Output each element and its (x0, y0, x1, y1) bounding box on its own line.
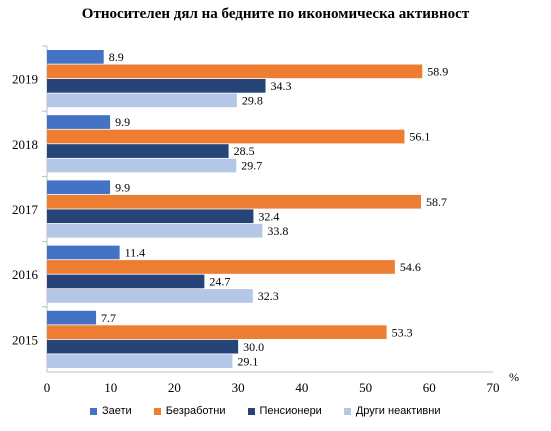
data-label: 24.7 (209, 275, 230, 289)
x-tick-label: 10 (104, 380, 117, 395)
bar (47, 64, 423, 79)
bar (47, 129, 405, 144)
data-label: 8.9 (109, 50, 124, 64)
bar (47, 339, 239, 354)
bar (47, 144, 229, 158)
bar (47, 194, 422, 209)
data-label: 58.7 (426, 195, 447, 209)
bar (47, 289, 253, 303)
legend-swatch-unemployed (153, 407, 161, 415)
legend-swatch-employed (90, 407, 97, 415)
y-tick-label: 2015 (12, 332, 38, 347)
bar (47, 93, 237, 108)
data-label: 9.9 (115, 115, 130, 129)
bar (47, 274, 205, 289)
bar (47, 79, 266, 93)
legend-label-pensioners: Пенсионери (259, 405, 322, 417)
bar (47, 354, 233, 368)
x-tick-label: 70 (487, 380, 500, 395)
y-tick-label: 2018 (12, 137, 38, 152)
x-tick-label: 0 (44, 380, 51, 395)
x-tick-label: 50 (359, 380, 372, 395)
y-tick-label: 2016 (12, 267, 39, 282)
data-label: 33.8 (267, 224, 288, 238)
bar (47, 209, 254, 224)
bar (47, 310, 97, 325)
data-label: 9.9 (115, 180, 130, 194)
legend-item-unemployed: Безработни (153, 405, 226, 417)
data-label: 29.7 (241, 159, 262, 173)
legend-label-employed: Заети (102, 405, 132, 417)
x-tick-label: 30 (232, 380, 245, 395)
chart-title: Относителен дял на бедните по икономичес… (81, 6, 470, 22)
y-tick-label: 2019 (12, 72, 38, 87)
bar (47, 260, 395, 274)
data-label: 11.4 (125, 246, 146, 260)
legend-swatch-pensioners (247, 407, 255, 415)
bar (47, 245, 120, 260)
data-label: 53.3 (392, 325, 413, 339)
legend-item-employed: Заети (90, 405, 132, 417)
legend-item-other-inactive: Други неактивни (343, 405, 441, 417)
data-label: 32.3 (258, 289, 279, 303)
data-label: 30.0 (243, 340, 264, 354)
x-tick-label: 60 (423, 380, 436, 395)
data-label: 28.5 (234, 144, 255, 158)
legend-swatch-other-inactive (343, 407, 351, 415)
data-label: 34.3 (271, 79, 292, 93)
legend-label-unemployed: Безработни (165, 405, 226, 417)
bar (47, 158, 237, 173)
data-label: 58.9 (427, 65, 448, 79)
data-label: 7.7 (101, 311, 116, 325)
x-tick-label: 40 (295, 380, 308, 395)
unit-label: % (509, 370, 519, 384)
data-label: 29.1 (237, 354, 258, 368)
data-label: 56.1 (409, 130, 430, 144)
legend-label-other-inactive: Други неактивни (355, 405, 441, 417)
legend: Заети Безработни Пенсионери Други неакти… (90, 405, 441, 417)
data-label: 54.6 (400, 260, 421, 274)
bar (47, 223, 263, 238)
data-label: 29.8 (242, 94, 263, 108)
bar (47, 325, 387, 339)
legend-item-pensioners: Пенсионери (247, 405, 322, 417)
bar (47, 50, 104, 64)
data-label: 32.4 (258, 209, 279, 223)
x-tick-label: 20 (168, 380, 181, 395)
bar (47, 180, 111, 195)
bar (47, 115, 111, 129)
y-tick-label: 2017 (12, 202, 39, 217)
